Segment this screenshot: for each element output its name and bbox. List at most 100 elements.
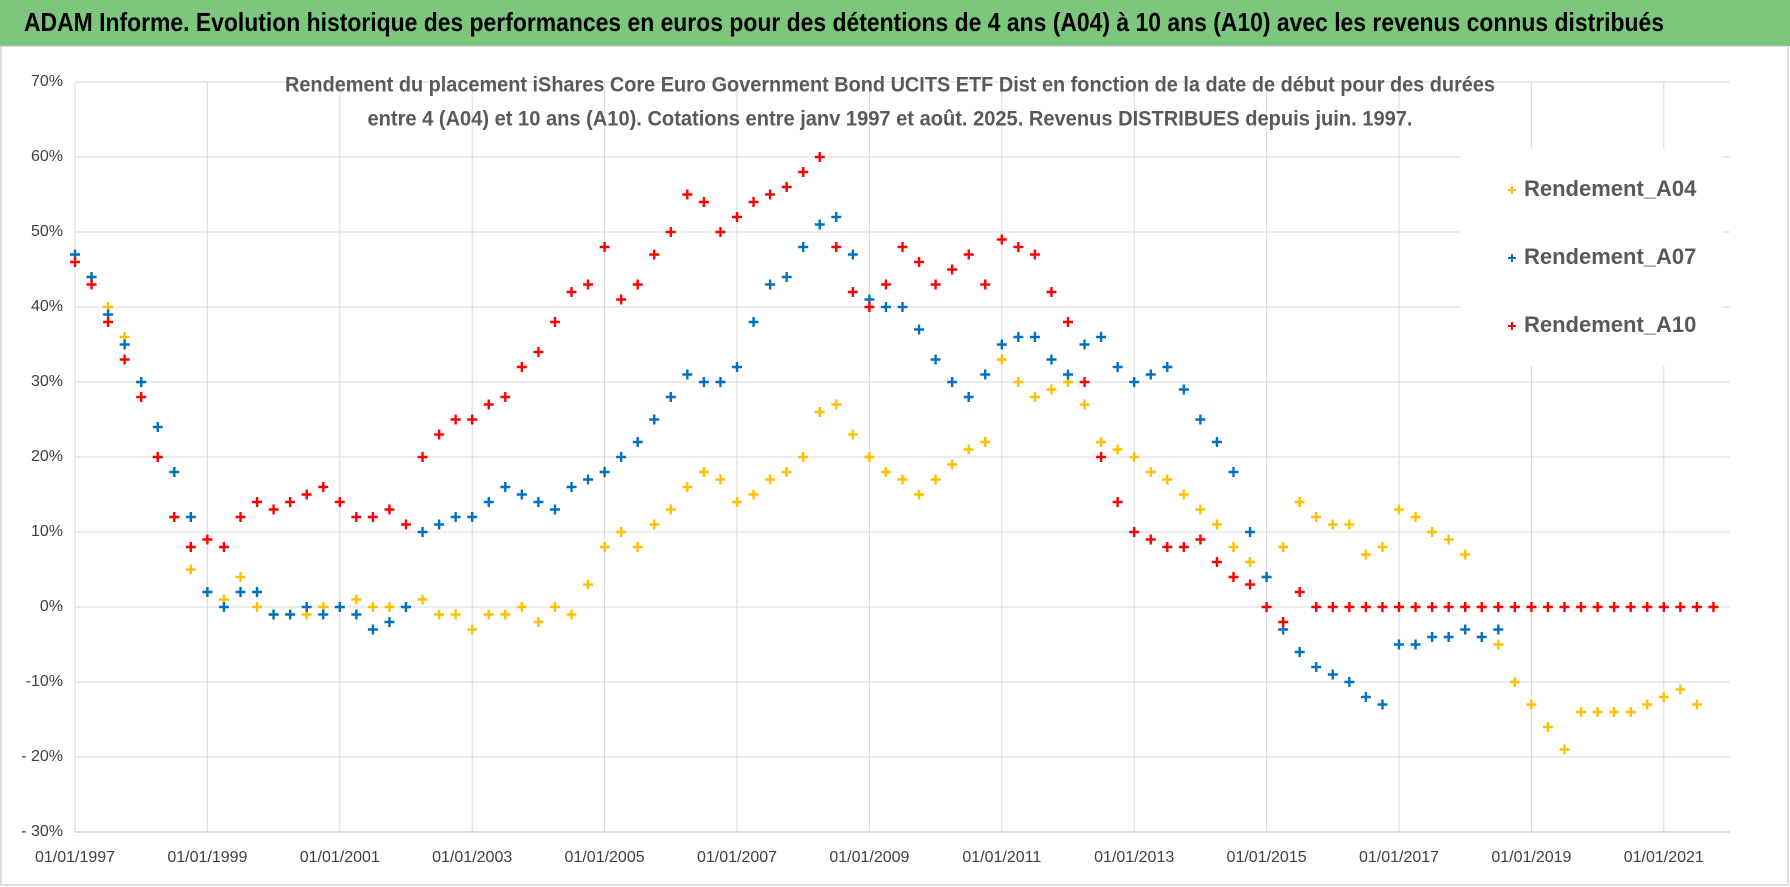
point xyxy=(814,219,825,230)
point xyxy=(1493,602,1504,612)
point xyxy=(384,617,395,627)
point xyxy=(1427,632,1438,642)
point xyxy=(1046,287,1057,297)
point xyxy=(649,249,660,260)
point xyxy=(1311,512,1322,522)
legend: Rendement_A04 Rendement_A07 Rendement_A10 xyxy=(1508,176,1697,337)
point xyxy=(450,609,461,620)
point xyxy=(1228,467,1239,477)
point xyxy=(1625,707,1636,717)
point xyxy=(202,587,213,597)
x-tick-label: 01/01/2019 xyxy=(1491,849,1571,866)
point xyxy=(384,602,395,612)
point xyxy=(1311,602,1322,612)
point xyxy=(169,467,180,477)
point xyxy=(1013,332,1024,342)
point xyxy=(1476,602,1487,612)
point xyxy=(1013,377,1024,387)
x-tick-label: 01/01/1997 xyxy=(35,849,115,866)
y-tick-label: -10% xyxy=(26,673,63,690)
point xyxy=(1162,362,1173,372)
point xyxy=(632,542,643,552)
point xyxy=(285,497,296,507)
point xyxy=(1162,474,1173,485)
point xyxy=(417,527,428,537)
point xyxy=(1195,534,1206,545)
point xyxy=(798,167,809,177)
point xyxy=(268,504,279,515)
point xyxy=(1576,707,1587,717)
point xyxy=(351,512,362,522)
point xyxy=(450,512,461,522)
point xyxy=(1625,602,1636,612)
point xyxy=(732,212,742,222)
point xyxy=(1542,722,1553,732)
point xyxy=(1112,444,1123,455)
point xyxy=(252,602,263,612)
point xyxy=(1327,602,1338,612)
point xyxy=(1609,707,1620,717)
point xyxy=(1245,557,1256,567)
point xyxy=(897,242,908,252)
point xyxy=(1377,542,1388,552)
legend-box xyxy=(1460,148,1722,366)
point xyxy=(185,512,196,522)
point xyxy=(665,227,676,237)
point xyxy=(914,489,925,500)
point xyxy=(1063,369,1073,380)
point xyxy=(119,354,130,365)
point xyxy=(483,609,494,620)
point xyxy=(1112,497,1123,507)
point xyxy=(649,519,660,530)
point xyxy=(1377,699,1388,710)
point xyxy=(583,474,594,485)
chart-subtitle: Rendement du placement iShares Core Euro… xyxy=(285,74,1495,97)
point xyxy=(1079,339,1090,350)
point xyxy=(1096,332,1107,342)
point xyxy=(516,602,527,612)
point xyxy=(715,377,726,387)
point xyxy=(1327,519,1338,530)
point xyxy=(1211,557,1222,567)
point xyxy=(483,399,494,410)
point xyxy=(880,302,891,312)
point xyxy=(1228,572,1239,582)
point xyxy=(268,609,279,620)
y-tick-label: 30% xyxy=(31,373,63,390)
point xyxy=(847,429,858,440)
point xyxy=(119,339,130,350)
point xyxy=(533,617,544,627)
point xyxy=(732,362,742,372)
point xyxy=(1245,579,1256,590)
chart-title: ADAM Informe. Evolution historique des p… xyxy=(24,7,1664,37)
point xyxy=(1129,452,1140,462)
point xyxy=(1493,639,1504,650)
point xyxy=(798,452,809,462)
point xyxy=(996,354,1007,365)
y-tick-label: 50% xyxy=(31,223,63,240)
point xyxy=(698,197,709,207)
point xyxy=(715,227,726,237)
point xyxy=(1609,602,1620,612)
point xyxy=(1642,602,1653,612)
point xyxy=(533,497,544,507)
point xyxy=(566,287,577,297)
point xyxy=(549,504,560,515)
point xyxy=(252,587,263,597)
legend-marker xyxy=(1508,186,1516,194)
point xyxy=(1675,602,1686,612)
point xyxy=(682,189,693,200)
point xyxy=(351,594,362,605)
x-tick-label: 01/01/2005 xyxy=(565,849,645,866)
point xyxy=(649,414,660,425)
point xyxy=(252,497,263,507)
point xyxy=(218,542,229,552)
point xyxy=(103,317,114,327)
point xyxy=(1460,624,1471,635)
point xyxy=(417,594,428,605)
point xyxy=(947,459,958,470)
point xyxy=(765,474,776,485)
point xyxy=(1394,639,1404,650)
y-tick-label: 70% xyxy=(31,73,63,90)
